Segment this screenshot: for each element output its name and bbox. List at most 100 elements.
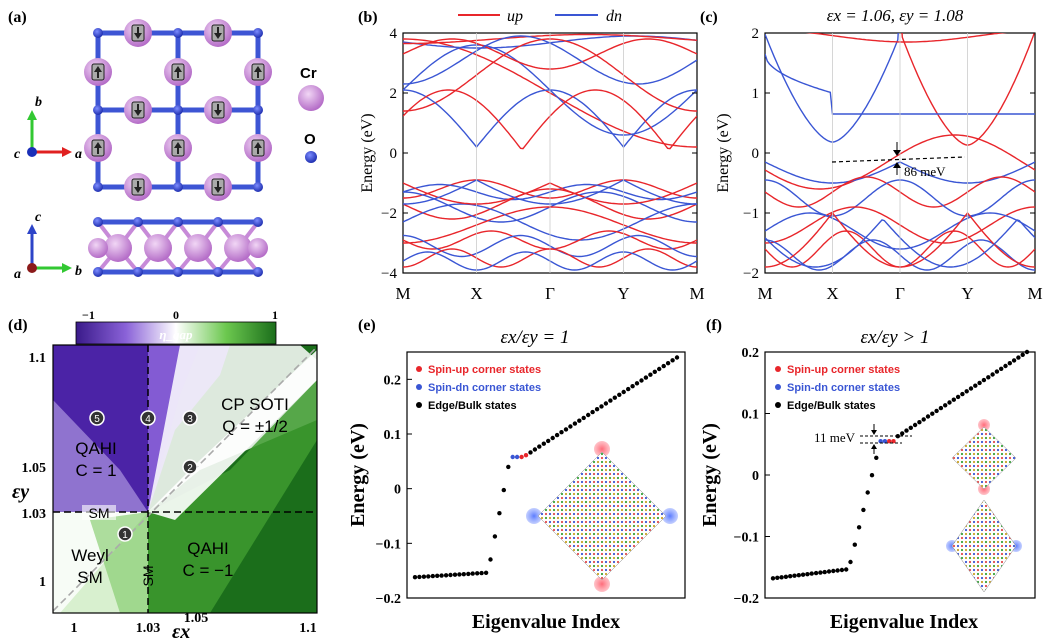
cr-atom — [104, 234, 132, 262]
cb-tick-1: 1 — [272, 308, 278, 322]
axis-c2-label: c — [35, 210, 42, 225]
eigenvalue-point — [822, 569, 827, 575]
cb-tick-0: 0 — [173, 308, 179, 322]
eigenvalue-point — [568, 424, 573, 429]
k-tick-label: M — [1027, 284, 1042, 303]
eigenvalue-point — [990, 372, 995, 377]
eigenvalue-point — [805, 572, 810, 577]
axis-c-label: c — [14, 147, 21, 162]
panel-e: (e) εx/εy = 1 0.2 0.1 0 −0.1 −0.2 Spin-up co… — [347, 317, 686, 633]
eigenvalue-point — [900, 431, 905, 436]
eigenvalue-point — [977, 380, 982, 386]
eigenvalue-point — [852, 542, 857, 547]
region-sm-horiz: SM — [89, 505, 110, 521]
spin-up-corner-point — [523, 453, 529, 458]
eigenvalue-point — [452, 572, 458, 577]
panel-a: (a) b c a c a b Cr O — [8, 9, 324, 282]
eigenvalue-point — [634, 381, 640, 386]
e-legend-up: Spin-up corner states — [428, 364, 541, 376]
e-ylabel: Energy (eV) — [347, 423, 369, 527]
eigenvalue-point — [546, 438, 551, 444]
cb-label: η_gap — [159, 327, 193, 342]
eigenvalue-point — [417, 574, 422, 580]
eigenvalue-point — [973, 383, 978, 388]
eigenvalue-point — [986, 375, 991, 380]
eigenvalue-point — [788, 574, 793, 579]
cr-atom — [224, 234, 252, 262]
eigenvalue-point — [488, 557, 493, 562]
o-atom — [213, 217, 223, 227]
eigenvalue-point — [947, 400, 952, 405]
eigenvalue-point — [586, 412, 591, 418]
region-cp-soti: CP SOTI — [221, 395, 289, 414]
y-tick-label: 0 — [394, 483, 401, 498]
eigenvalue-point — [492, 534, 498, 539]
eigenvalue-point — [960, 391, 965, 397]
panel-f-title: εx/εy > 1 — [861, 327, 930, 348]
eigenvalue-point — [630, 384, 635, 389]
spin-up-corner-point — [887, 439, 892, 444]
eigenvalue-point — [999, 366, 1004, 371]
o-atom — [253, 105, 263, 115]
eigenvalue-point — [661, 363, 666, 369]
panel-e-title: εx/εy = 1 — [501, 327, 570, 348]
eigenvalue-point — [652, 369, 657, 374]
e-xlabel: Eigenvalue Index — [472, 611, 620, 633]
y-tick-label: 1 — [752, 86, 760, 102]
eigenvalue-point — [908, 425, 913, 430]
cb-tick-neg1: −1 — [82, 308, 95, 322]
eigenvalue-point — [779, 575, 784, 580]
eigenvalue-point — [813, 570, 819, 576]
d-ytick-103: 1.03 — [22, 507, 47, 522]
inset-f-top — [951, 419, 1017, 495]
eigenvalue-point — [626, 386, 631, 392]
legend-up-text: up — [507, 8, 523, 25]
panel-f-label: (f) — [706, 317, 722, 334]
k-tick-label: Γ — [895, 284, 905, 303]
point-5: 5 — [89, 410, 105, 426]
spin-arrow — [91, 139, 105, 157]
eigenvalue-point — [443, 573, 449, 578]
gap-86mev: 86 meV — [904, 164, 946, 179]
inset-e-diamond — [526, 441, 678, 592]
legend-cr-label: Cr — [300, 65, 317, 82]
eigenvalue-point — [670, 358, 675, 363]
eigenvalue-point — [1007, 361, 1012, 366]
svg-text:4: 4 — [145, 414, 151, 425]
crystal-side-view — [88, 217, 268, 277]
eigenvalue-point — [856, 525, 862, 530]
eigenvalue-point — [421, 574, 427, 579]
svg-text:3: 3 — [187, 414, 193, 425]
eigenvalues-e — [412, 355, 680, 580]
k-tick-label: Y — [617, 284, 629, 303]
eigenvalue-point — [1016, 355, 1021, 360]
y-tick-label: 0 — [752, 469, 759, 484]
eigenvalue-point — [541, 441, 546, 446]
o-atom — [173, 182, 183, 192]
eigenvalue-point — [835, 568, 840, 573]
spin-dn-corner-point — [514, 454, 520, 460]
eigenvalue-point — [412, 575, 418, 580]
o-atom — [173, 28, 183, 38]
eigenvalue-point — [497, 511, 502, 516]
eigenvalue-point — [448, 572, 453, 578]
d-ytick-1: 1 — [39, 575, 46, 590]
o-atom — [173, 105, 183, 115]
eigenvalue-point — [934, 408, 939, 414]
eigenvalue-point — [994, 369, 1000, 374]
k-tick-label: M — [757, 284, 772, 303]
eigenvalue-point — [783, 574, 789, 579]
eigenvalue-point — [621, 389, 626, 395]
y-tick-label: −0.1 — [734, 531, 759, 546]
eigenvalue-point — [603, 401, 609, 406]
eigenvalue-point — [848, 559, 853, 565]
panel-f: (f) εx/εy > 1 0.2 0.1 0 −0.1 −0.2 Spin-up co… — [699, 317, 1036, 633]
eigenvalue-point — [483, 570, 489, 575]
eigenvalue-point — [839, 567, 845, 573]
o-atom — [253, 182, 263, 192]
eigenvalue-point — [554, 432, 560, 438]
axis-a2-label: a — [14, 267, 21, 282]
y-tick-label: 2 — [390, 86, 398, 102]
panel-d: (d) −1 0 1 η_gap CP SOTI — [8, 308, 318, 641]
y-tick-label: 0.1 — [384, 428, 402, 443]
